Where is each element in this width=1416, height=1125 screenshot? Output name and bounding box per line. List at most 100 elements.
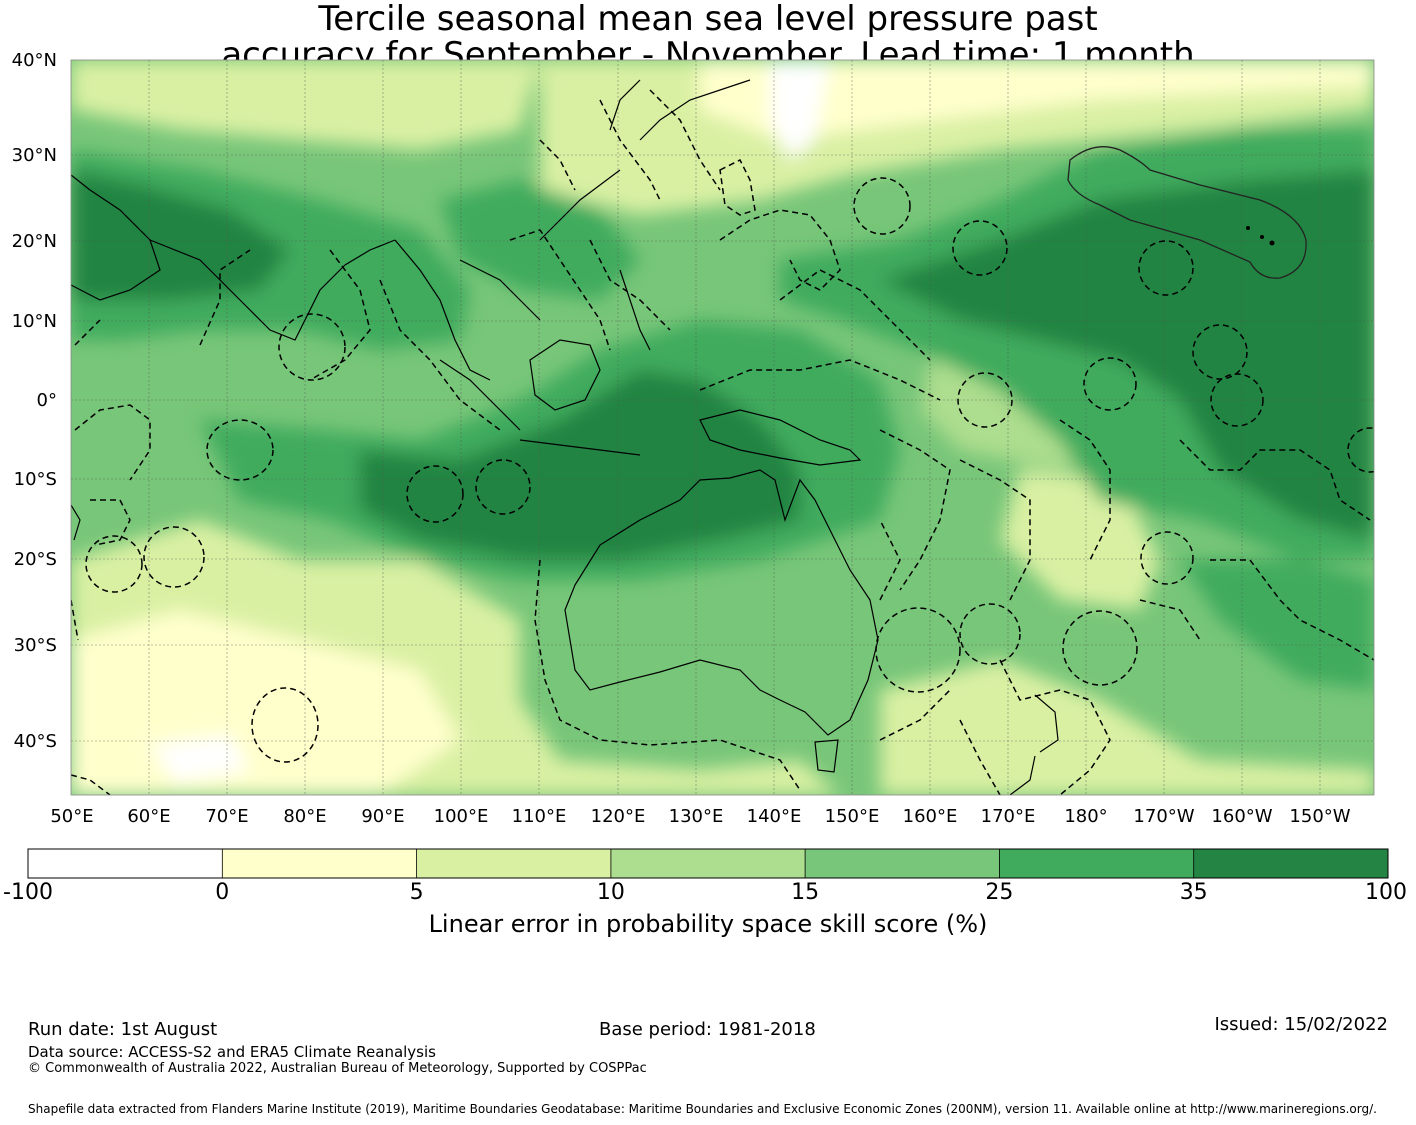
lon-label-130e: 130°E — [669, 806, 724, 827]
eez-lord-howe — [875, 607, 961, 693]
lon-label-70e: 70°E — [205, 806, 248, 827]
skill-region-arabian-sea-veryhigh — [71, 170, 290, 300]
lat-label-10n: 10°N — [12, 311, 57, 332]
issued-date: Issued: 15/02/2022 — [1214, 1014, 1388, 1035]
shapefile-credit: Shapefile data extracted from Flanders M… — [28, 1102, 1377, 1116]
skill-region-tasman-low — [880, 660, 1374, 795]
colorbar-tick-10: 10 — [597, 880, 625, 900]
skill-region-maritime-continent-veryhigh — [360, 370, 800, 560]
coastline-arabia — [71, 174, 161, 301]
eez-wake-island — [952, 220, 1008, 276]
eez-new-zealand — [959, 659, 1111, 795]
lat-label-30s: 30°S — [14, 635, 57, 656]
eez-line-islands-north — [1192, 324, 1248, 380]
eez-cocos-islands — [406, 465, 464, 523]
eez-johnston-atoll — [1138, 240, 1194, 296]
skill-region-north-pacific-verylow — [700, 60, 1374, 140]
eez-african-coast — [71, 599, 111, 795]
eez-pacific-islands — [699, 269, 1371, 601]
colorbar-tick-5: 5 — [410, 880, 424, 900]
lon-label-80e: 80°E — [283, 806, 326, 827]
colorbar-tick-25: 25 — [985, 880, 1013, 900]
eez-chagos — [206, 419, 274, 481]
coastline-southeast-asia — [394, 169, 621, 381]
lon-label-170e: 170°E — [981, 806, 1036, 827]
lon-label-140e: 140°E — [747, 806, 802, 827]
skill-field-regions — [71, 60, 1374, 795]
colorbar-tick-100: 100 — [1365, 880, 1407, 900]
colorbar-segment-0-5 — [222, 849, 417, 878]
eez-boundaries — [71, 89, 1374, 795]
lat-label-20s: 20°S — [14, 549, 57, 570]
eez-north-pacific-island-a — [853, 177, 911, 235]
eez-australia — [534, 519, 951, 791]
eez-south-china-sea — [509, 229, 671, 351]
map-title-line-1: Tercile seasonal mean sea level pressure… — [318, 0, 1098, 39]
skill-region-south-pacific-low — [1000, 470, 1160, 610]
copyright-notice: © Commonwealth of Australia 2022, Austra… — [28, 1061, 647, 1076]
lon-label-160e: 160°E — [903, 806, 958, 827]
coastlines — [71, 79, 1059, 795]
lon-label-60e: 60°E — [127, 806, 170, 827]
eez-phoenix-islands-north — [1083, 357, 1137, 411]
lon-label-100e: 100°E — [434, 806, 489, 827]
eez-christmas-island — [475, 459, 531, 515]
lat-label-20n: 20°N — [12, 231, 57, 252]
eez-mauritius — [143, 526, 205, 588]
eez-nauru — [957, 372, 1013, 428]
eez-micronesia — [719, 158, 841, 291]
eez-kermadec — [1062, 610, 1138, 686]
coastline-japan-korea — [609, 79, 751, 141]
lon-label-170w: 170°W — [1133, 806, 1194, 827]
lon-label-150w: 150°W — [1289, 806, 1350, 827]
map-frame — [71, 60, 1374, 795]
colorbar-segment-15-25 — [805, 849, 1000, 878]
colorbar-tick-0: 0 — [215, 880, 229, 900]
colorbar-segment-35-100 — [1193, 849, 1388, 878]
hawaii-islands — [1246, 226, 1275, 246]
colorbar-outline — [27, 848, 1389, 879]
eez-maldives — [278, 313, 346, 381]
lat-label-40s: 40°S — [14, 731, 57, 752]
eez-norfolk-island — [959, 603, 1021, 665]
eez-japan-china — [539, 89, 721, 201]
coastline-new-guinea — [699, 409, 862, 466]
colorbar-label: Linear error in probability space skill … — [428, 910, 988, 938]
eez-indian-ocean-west — [74, 249, 251, 546]
lat-label-40n: 40°N — [12, 50, 57, 71]
eez-tonga-samoa — [1139, 559, 1374, 661]
lon-label-50e: 50°E — [50, 806, 93, 827]
coastline-tasmania — [814, 739, 839, 773]
colorbar-tick-35: 35 — [1180, 880, 1208, 900]
coastline-india — [149, 239, 396, 341]
data-source: Data source: ACCESS-S2 and ERA5 Climate … — [28, 1043, 436, 1061]
base-period: Base period: 1981-2018 — [599, 1019, 816, 1040]
skill-region-south-pacific-high — [1180, 560, 1374, 690]
coastline-new-zealand — [1009, 694, 1059, 795]
colorbar-segment-25-35 — [999, 849, 1194, 878]
longitude-labels: 50°E 60°E 70°E 80°E 90°E 100°E 110°E 120… — [50, 806, 1350, 827]
lon-label-110e: 110°E — [512, 806, 567, 827]
colorbar-segment-5-10 — [416, 849, 611, 878]
map-border — [70, 59, 1375, 796]
hawaii-marine-monument-outline — [1067, 146, 1307, 279]
lat-label-30n: 30°N — [12, 145, 57, 166]
lat-label-10s: 10°S — [14, 469, 57, 490]
lon-label-90e: 90°E — [361, 806, 404, 827]
latitude-labels: 40°N 30°N 20°N 10°N 0° 10°S 20°S 30°S 40… — [12, 50, 57, 752]
skill-score-map: 50°E 60°E 70°E 80°E 90°E 100°E 110°E 120… — [3, 50, 1407, 900]
lon-label-180: 180° — [1064, 806, 1107, 827]
eez-line-islands-central — [1210, 373, 1264, 427]
coastline-australia — [564, 469, 879, 736]
colorbar-tick-15: 15 — [791, 880, 819, 900]
coastline-philippines — [619, 269, 651, 351]
eez-bay-of-bengal — [309, 249, 501, 431]
skill-region-japan-negative — [770, 60, 830, 160]
lon-label-150e: 150°E — [825, 806, 880, 827]
colorbar-segment-10-15 — [610, 849, 806, 878]
lon-label-160w: 160°W — [1211, 806, 1272, 827]
colorbar-segment-neg100-0 — [28, 849, 223, 878]
skill-region-central-asia-low — [71, 60, 540, 150]
coastline-madagascar — [71, 504, 81, 541]
colorbar-tick-neg100: -100 — [3, 880, 53, 900]
